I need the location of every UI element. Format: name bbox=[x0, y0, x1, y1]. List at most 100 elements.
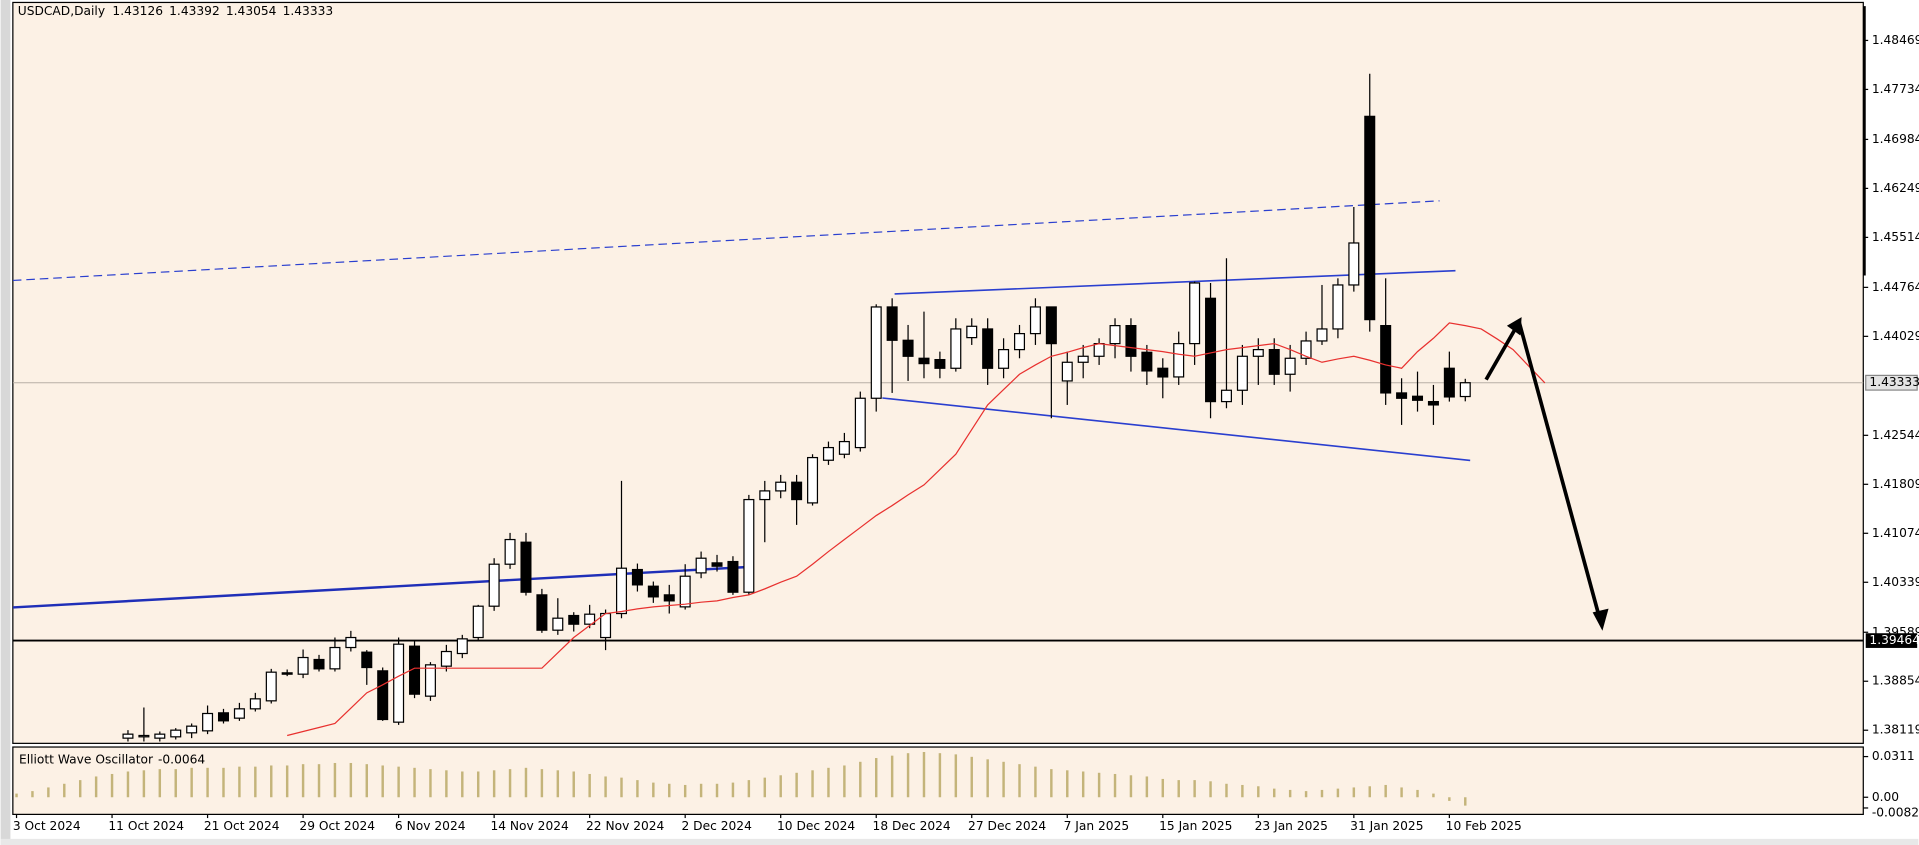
chart-header: USDCAD,Daily 1.43126 1.43392 1.43054 1.43333 bbox=[18, 4, 333, 18]
osc-y-tick-label: -0.0082 bbox=[1872, 805, 1919, 819]
oscillator-bar bbox=[222, 767, 225, 798]
oscillator-bar bbox=[1161, 778, 1165, 798]
x-tick-label: 10 Feb 2025 bbox=[1446, 819, 1522, 833]
candle-body bbox=[1412, 395, 1424, 401]
channel-lower bbox=[882, 397, 1471, 462]
candle-body bbox=[249, 698, 261, 710]
candle-body bbox=[552, 617, 564, 631]
y-tick-label: 1.45514 bbox=[1872, 230, 1919, 244]
oscillator-bar bbox=[699, 783, 703, 798]
candle-body bbox=[838, 440, 850, 455]
oscillator-bar bbox=[890, 755, 894, 798]
x-tick-label: 10 Dec 2024 bbox=[777, 819, 855, 833]
oscillator-bar bbox=[1352, 787, 1356, 798]
oscillator-bar bbox=[954, 754, 958, 798]
candle-body bbox=[631, 568, 643, 586]
candle-body bbox=[1125, 325, 1137, 357]
candle-body bbox=[822, 446, 834, 461]
oscillator-bar bbox=[970, 756, 973, 798]
oscillator-bar bbox=[31, 791, 34, 798]
candle-body bbox=[1427, 400, 1439, 406]
oscillator-bar bbox=[190, 767, 193, 798]
left-strip bbox=[0, 0, 11, 845]
oscillator-bar bbox=[126, 771, 130, 798]
oscillator-bar bbox=[142, 770, 146, 798]
arrowhead-down bbox=[1592, 608, 1609, 631]
oscillator-bar bbox=[1034, 766, 1037, 798]
y-tick-label: 1.46249 bbox=[1872, 181, 1919, 195]
oscillator-bar bbox=[15, 793, 18, 798]
x-tick-label: 15 Jan 2025 bbox=[1159, 819, 1232, 833]
oscillator-bar bbox=[1113, 773, 1117, 798]
candle-body bbox=[186, 725, 198, 734]
oscillator-bar bbox=[763, 777, 767, 798]
oscillator-bar bbox=[381, 765, 384, 798]
oscillator-bar bbox=[1336, 788, 1340, 798]
oscillator-bar bbox=[986, 759, 989, 798]
oscillator-bar bbox=[1241, 784, 1244, 798]
oscillator-bar bbox=[1018, 764, 1021, 798]
candle-body bbox=[536, 594, 548, 631]
candle-body bbox=[1045, 306, 1057, 345]
candle-body bbox=[1348, 242, 1360, 286]
oscillator-bar bbox=[365, 764, 368, 798]
x-tick-label: 18 Dec 2024 bbox=[873, 819, 951, 833]
x-tick-label: 11 Oct 2024 bbox=[108, 819, 184, 833]
candle-body bbox=[1189, 282, 1201, 345]
oscillator-bar bbox=[47, 787, 50, 798]
arrows bbox=[1484, 317, 1609, 631]
oscillator-bar bbox=[1097, 772, 1101, 798]
header-open: 1.43126 bbox=[112, 4, 163, 18]
y-tick-label: 1.41074 bbox=[1872, 526, 1919, 540]
oscillator-bar bbox=[1225, 783, 1228, 798]
candle-body bbox=[600, 612, 612, 639]
y-tick-label: 1.42544 bbox=[1872, 428, 1919, 442]
candle-body bbox=[1300, 340, 1312, 359]
candle-body bbox=[138, 734, 150, 738]
main-pane bbox=[12, 1, 1864, 744]
oscillator-bar bbox=[779, 775, 782, 798]
oscillator-bar bbox=[206, 767, 209, 798]
oscillator-bar bbox=[492, 770, 496, 798]
oscillator-bar bbox=[317, 764, 321, 798]
osc-y-tick-label: 0.0311 bbox=[1872, 749, 1915, 763]
oscillator-bar bbox=[1129, 775, 1133, 798]
oscillator-bar bbox=[1145, 776, 1149, 798]
oscillator-bar bbox=[461, 771, 464, 798]
oscillator-bar bbox=[110, 773, 114, 798]
oscillator-bar bbox=[1209, 781, 1212, 798]
oscillator-bar bbox=[668, 783, 671, 798]
candle-body bbox=[1173, 342, 1185, 378]
y-tick-label: 1.38119 bbox=[1872, 723, 1919, 737]
candle-body bbox=[1459, 382, 1471, 398]
oscillator-bar bbox=[1050, 769, 1053, 798]
candle-body bbox=[759, 490, 771, 501]
candle-body bbox=[154, 733, 166, 739]
oscillator-bar bbox=[715, 783, 719, 798]
oscillator-bar bbox=[636, 780, 639, 798]
candle-body bbox=[902, 339, 914, 357]
status-strip bbox=[0, 838, 1919, 845]
oscillator-bar bbox=[270, 765, 273, 798]
oscillator-bar bbox=[922, 751, 926, 798]
oscillator-header: Elliott Wave Oscillator -0.0064 bbox=[19, 752, 205, 766]
candle-body bbox=[1364, 115, 1376, 321]
x-tick-label: 3 Oct 2024 bbox=[13, 819, 81, 833]
candle-body bbox=[472, 605, 484, 639]
x-tick-label: 7 Jan 2025 bbox=[1064, 819, 1130, 833]
oscillator-bar bbox=[1400, 787, 1403, 798]
candle-body bbox=[361, 651, 373, 669]
oscillator-bar bbox=[1384, 784, 1387, 798]
oscillator-bar bbox=[620, 777, 623, 798]
oscillator-bar bbox=[572, 771, 575, 798]
current-price-label: 1.43333 bbox=[1869, 375, 1919, 389]
arrowhead-up bbox=[1506, 317, 1522, 336]
dashed-trendline bbox=[12, 200, 1440, 282]
candle-body bbox=[345, 636, 357, 649]
x-tick-label: 21 Oct 2024 bbox=[204, 819, 280, 833]
candle-body bbox=[265, 671, 277, 702]
oscillator-bar bbox=[524, 767, 528, 798]
candle-body bbox=[966, 325, 978, 339]
y-tick-label: 1.46984 bbox=[1872, 132, 1919, 146]
oscillator-bar bbox=[1257, 786, 1260, 798]
